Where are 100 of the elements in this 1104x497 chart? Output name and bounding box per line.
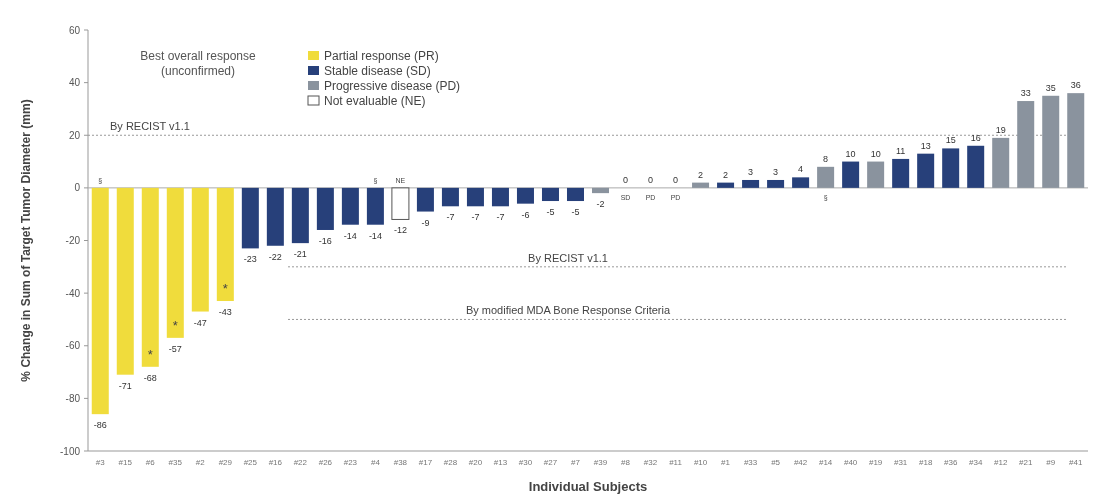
x-tick-label: #16	[268, 458, 283, 467]
x-tick-label: #22	[293, 458, 308, 467]
bar	[792, 177, 810, 188]
y-tick-label: -100	[59, 445, 81, 457]
x-tick-label: #17	[418, 458, 433, 467]
bar	[842, 161, 860, 188]
x-tick-label: #8	[621, 458, 631, 467]
x-tick-label: #21	[1019, 458, 1033, 467]
x-tick-label: #14	[818, 458, 833, 467]
bar	[491, 187, 509, 207]
x-tick-label: #32	[643, 458, 658, 467]
data-label: -43	[218, 307, 232, 318]
x-tick-label: #30	[518, 458, 533, 467]
x-tick-label: #27	[543, 458, 558, 467]
ref-line-label: By RECIST v1.1	[528, 251, 608, 264]
data-label: -23	[243, 254, 257, 265]
x-tick-label: #35	[168, 458, 183, 467]
data-label: -71	[118, 380, 132, 391]
data-label: -14	[368, 230, 382, 241]
bar	[116, 187, 134, 375]
x-tick-label: #31	[893, 458, 908, 467]
bar	[266, 187, 284, 246]
data-label: 36	[1070, 80, 1081, 91]
x-tick-label: #28	[443, 458, 458, 467]
data-label: 3	[773, 166, 779, 177]
data-label: 33	[1020, 88, 1031, 99]
bar	[992, 137, 1010, 188]
data-label: 35	[1045, 82, 1056, 93]
bar	[516, 187, 534, 204]
bar	[942, 148, 960, 188]
y-tick-label: 20	[68, 129, 81, 141]
ref-line-label: By RECIST v1.1	[110, 120, 190, 133]
bar	[541, 187, 559, 202]
data-label: -57	[168, 343, 182, 354]
annotation: *	[222, 281, 228, 297]
data-label: -22	[268, 251, 282, 262]
data-label: -9	[421, 217, 430, 228]
x-tick-label: #1	[721, 458, 731, 467]
data-label: 0	[673, 174, 679, 185]
bar	[291, 187, 309, 244]
data-label: 2	[698, 169, 704, 180]
x-axis-title: Individual Subjects	[528, 479, 648, 494]
y-tick-label: -60	[65, 340, 81, 352]
data-label: -21	[293, 249, 307, 260]
x-tick-label: #11	[669, 458, 683, 467]
bar	[967, 145, 985, 188]
bar	[166, 187, 184, 338]
x-tick-label: #13	[493, 458, 508, 467]
x-tick-label: #6	[145, 458, 156, 467]
x-tick-label: #4	[370, 458, 381, 467]
bar	[692, 182, 710, 188]
x-tick-label: #18	[918, 458, 933, 467]
y-tick-label: -80	[65, 392, 81, 404]
data-label: -7	[471, 212, 480, 223]
data-label: -12	[393, 225, 407, 236]
bar	[867, 161, 885, 188]
data-label: 11	[895, 145, 906, 156]
legend-label: Progressive disease (PD)	[324, 79, 461, 93]
bar	[416, 187, 434, 212]
legend-label: Partial response (PR)	[324, 49, 439, 63]
data-label: -16	[318, 235, 332, 246]
bar	[892, 158, 910, 188]
data-label: 3	[748, 166, 754, 177]
ref-line-label: By modified MDA Bone Response Criteria	[465, 304, 671, 317]
bar	[592, 187, 610, 194]
bar	[566, 187, 584, 202]
data-label: -86	[93, 420, 107, 431]
data-label: 8	[823, 153, 829, 164]
bar	[366, 187, 384, 225]
x-tick-label: #12	[994, 458, 1008, 467]
x-tick-label: #25	[243, 458, 258, 467]
x-tick-label: #41	[1069, 458, 1083, 467]
bar	[917, 153, 935, 188]
data-label: -5	[546, 207, 555, 218]
data-label: 0	[648, 174, 654, 185]
data-label: 15	[945, 135, 956, 146]
x-tick-label: #40	[843, 458, 858, 467]
bar	[817, 166, 835, 188]
legend-label: Not evaluable (NE)	[324, 94, 426, 108]
data-label: 10	[870, 148, 881, 159]
annotation: *	[147, 346, 153, 362]
x-tick-label: #10	[693, 458, 708, 467]
x-tick-label: #33	[743, 458, 758, 467]
x-tick-label: #36	[944, 458, 958, 467]
bar	[191, 187, 209, 312]
data-label: 13	[920, 140, 931, 151]
bar	[141, 187, 159, 367]
y-tick-label: 0	[74, 182, 81, 194]
x-tick-label: #38	[393, 458, 408, 467]
x-tick-label: #20	[468, 458, 483, 467]
annotation: *	[172, 317, 178, 333]
bar	[441, 187, 459, 207]
x-tick-label: #26	[318, 458, 333, 467]
x-tick-label: #9	[1046, 458, 1056, 467]
x-tick-label: #29	[218, 458, 233, 467]
data-label: -6	[521, 209, 530, 220]
y-tick-label: -20	[65, 235, 81, 246]
data-label: -47	[193, 317, 207, 328]
x-tick-label: #5	[771, 458, 781, 467]
x-tick-label: #7	[571, 458, 581, 467]
